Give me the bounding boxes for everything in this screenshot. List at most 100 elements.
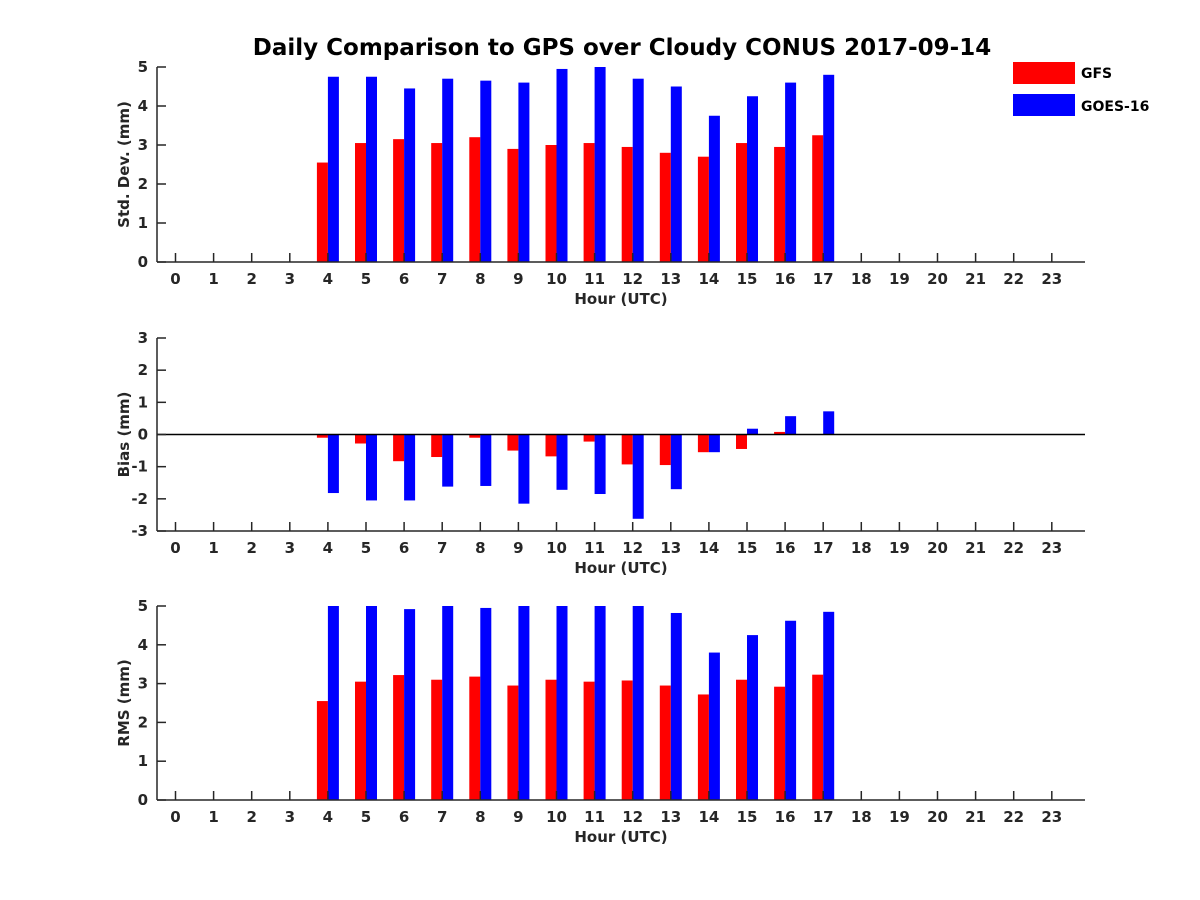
std-dev-bar-gfs-6 (393, 139, 405, 262)
rms-bar-goes16-4 (327, 606, 339, 800)
rms-ytick-label: 5 (138, 597, 148, 615)
std-dev-xtick-label: 9 (513, 270, 523, 288)
bias-bar-goes16-10 (556, 434, 568, 490)
bias-xtick-label: 15 (737, 539, 758, 557)
std-dev-xtick-label: 15 (737, 270, 758, 288)
std-dev-xtick-label: 12 (622, 270, 643, 288)
std-dev-bar-goes16-13 (670, 86, 682, 262)
rms-bar-gfs-17 (812, 674, 824, 800)
bias-bar-goes16-17 (823, 411, 835, 435)
rms-xtick-label: 18 (851, 808, 872, 826)
rms-xtick-label: 19 (889, 808, 910, 826)
rms-xtick-label: 4 (323, 808, 333, 826)
bias-bar-goes16-4 (327, 434, 339, 494)
rms-bar-gfs-7 (431, 679, 443, 800)
bias-ytick-label: 3 (138, 329, 148, 347)
rms-xtick-label: 12 (622, 808, 643, 826)
bias-ylabel: Bias (mm) (115, 392, 133, 478)
rms-xlabel: Hour (UTC) (574, 828, 667, 846)
rms-ytick-label: 2 (138, 713, 148, 731)
rms-bar-gfs-5 (355, 681, 366, 800)
bias-xtick-label: 16 (775, 539, 796, 557)
std-dev-bar-goes16-6 (404, 88, 416, 262)
rms-bar-gfs-8 (469, 676, 481, 800)
bias-ytick-label: 0 (138, 426, 148, 444)
rms-bar-gfs-4 (316, 701, 328, 800)
std-dev-ytick-label: 3 (138, 136, 148, 154)
rms-xtick-label: 23 (1041, 808, 1062, 826)
std-dev-ytick-label: 4 (138, 97, 148, 115)
std-dev-xtick-label: 1 (208, 270, 218, 288)
bias-xtick-label: 23 (1041, 539, 1062, 557)
rms-bar-goes16-6 (404, 609, 416, 800)
bias-xtick-label: 18 (851, 539, 872, 557)
bias-bar-goes16-15 (747, 428, 758, 435)
std-dev-xtick-label: 8 (475, 270, 485, 288)
rms-bar-gfs-14 (697, 694, 709, 800)
rms-bar-goes16-13 (670, 612, 682, 800)
rms-bar-gfs-13 (659, 685, 671, 800)
std-dev-xtick-label: 14 (698, 270, 719, 288)
std-dev-xtick-label: 23 (1041, 270, 1062, 288)
std-dev-bar-goes16-15 (747, 96, 758, 262)
bias-bar-goes16-7 (442, 434, 454, 487)
rms-xtick-label: 11 (584, 808, 605, 826)
bias-bar-gfs-8 (469, 434, 481, 438)
bias-bar-gfs-9 (507, 434, 519, 451)
rms-xtick-label: 7 (437, 808, 447, 826)
bias-bar-goes16-12 (632, 434, 644, 519)
std-dev-xtick-label: 10 (546, 270, 567, 288)
rms-xtick-label: 9 (513, 808, 523, 826)
bias-xtick-label: 14 (698, 539, 719, 557)
std-dev-ytick-label: 0 (138, 253, 148, 271)
bias-xtick-label: 22 (1003, 539, 1024, 557)
bias-xtick-label: 1 (208, 539, 218, 557)
std-dev-xtick-label: 3 (285, 270, 295, 288)
std-dev-bar-gfs-9 (507, 148, 519, 262)
legend: GFS GOES-16 (1013, 62, 1149, 116)
std-dev-ylabel: Std. Dev. (mm) (115, 101, 133, 228)
bias-ytick-label: 2 (138, 361, 148, 379)
rms-xtick-label: 2 (246, 808, 256, 826)
bias-xtick-label: 8 (475, 539, 485, 557)
std-dev-bar-goes16-11 (594, 67, 606, 262)
std-dev-bar-gfs-17 (812, 135, 824, 262)
bias-xtick-label: 6 (399, 539, 409, 557)
bias-bar-goes16-14 (708, 434, 720, 453)
rms-ytick-label: 1 (138, 752, 148, 770)
std-dev-ytick-label: 5 (138, 58, 148, 76)
rms-ytick-label: 3 (138, 675, 148, 693)
bias-bar-gfs-6 (393, 434, 405, 462)
bias-ytick-label: 1 (138, 393, 148, 411)
bias-bar-gfs-14 (697, 434, 709, 453)
rms-bar-goes16-7 (442, 606, 454, 800)
rms-bar-gfs-16 (774, 686, 786, 800)
rms-xtick-label: 10 (546, 808, 567, 826)
bias-xtick-label: 10 (546, 539, 567, 557)
std-dev-bar-goes16-12 (632, 78, 644, 262)
std-dev-xtick-label: 7 (437, 270, 447, 288)
std-dev-xtick-label: 19 (889, 270, 910, 288)
rms-xtick-label: 17 (813, 808, 834, 826)
bias-xtick-label: 21 (965, 539, 986, 557)
rms-bar-goes16-15 (747, 635, 758, 800)
std-dev-bar-goes16-4 (327, 76, 339, 262)
rms-bar-gfs-12 (621, 680, 633, 800)
bias-xtick-label: 4 (323, 539, 333, 557)
bias-bar-goes16-11 (594, 434, 606, 495)
rms-ylabel: RMS (mm) (115, 659, 133, 746)
std-dev-xtick-label: 22 (1003, 270, 1024, 288)
std-dev-xtick-label: 2 (246, 270, 256, 288)
std-dev-xtick-label: 13 (660, 270, 681, 288)
std-dev-bar-goes16-5 (366, 76, 377, 262)
bias-xtick-label: 5 (361, 539, 371, 557)
std-dev-bar-gfs-7 (431, 143, 443, 262)
legend-label-gfs: GFS (1081, 66, 1112, 82)
std-dev-xtick-label: 18 (851, 270, 872, 288)
bias-bar-gfs-4 (316, 434, 328, 438)
bias-xtick-label: 20 (927, 539, 948, 557)
